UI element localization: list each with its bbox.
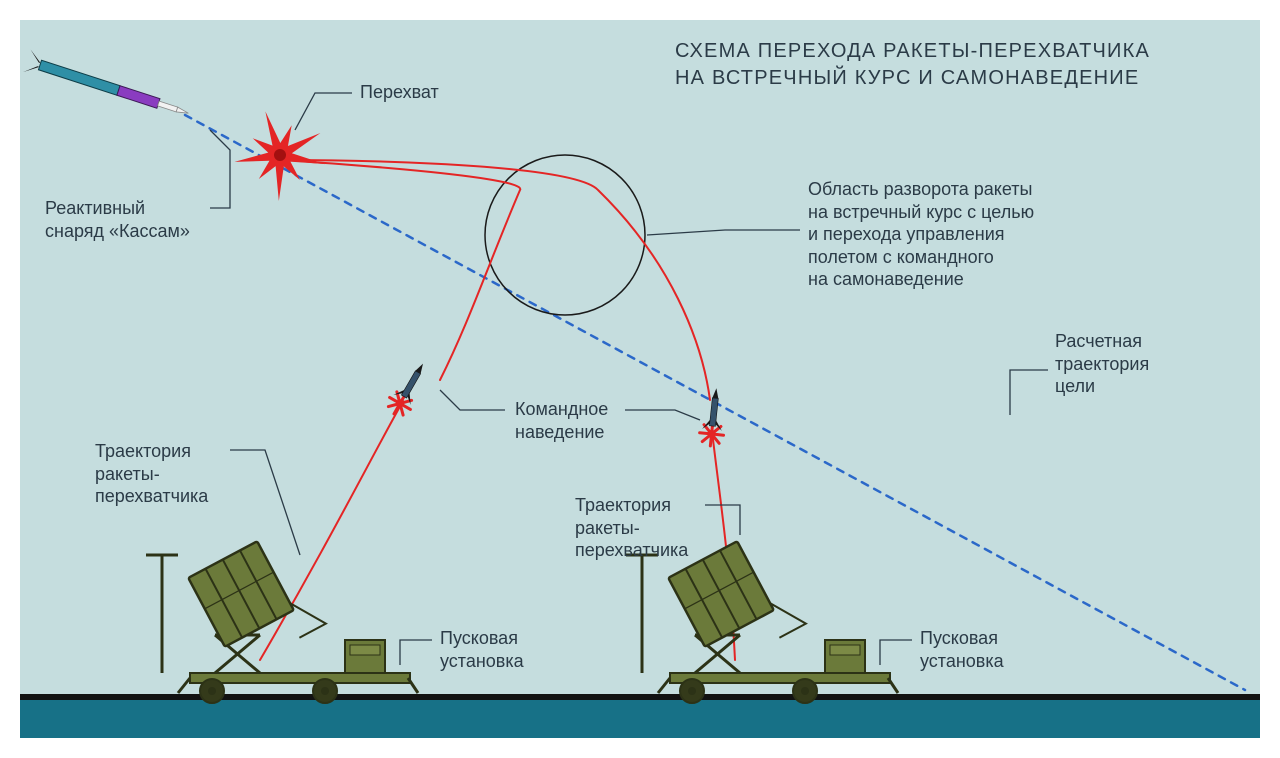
label-command-guid: Командное наведение	[515, 398, 608, 443]
diagram-title: СХЕМА ПЕРЕХОДА РАКЕТЫ-ПЕРЕХВАТЧИКА НА ВС…	[675, 38, 1150, 92]
title-line2: НА ВСТРЕЧНЫЙ КУРС И САМОНАВЕДЕНИЕ	[675, 67, 1139, 89]
label-calc-traj: Расчетная траектория цели	[1055, 330, 1149, 398]
label-traj-left: Траектория ракеты- перехватчика	[95, 440, 208, 508]
label-launcher-right: Пусковая установка	[920, 627, 1004, 672]
label-traj-right: Траектория ракеты- перехватчика	[575, 494, 688, 562]
diagram-canvas: СХЕМА ПЕРЕХОДА РАКЕТЫ-ПЕРЕХВАТЧИКА НА ВС…	[0, 0, 1280, 758]
label-launcher-left: Пусковая установка	[440, 627, 524, 672]
label-intercept: Перехват	[360, 81, 439, 104]
label-qassam: Реактивный снаряд «Кассам»	[45, 197, 190, 242]
label-turn-region: Область разворота ракеты на встречный ку…	[808, 178, 1034, 291]
title-line1: СХЕМА ПЕРЕХОДА РАКЕТЫ-ПЕРЕХВАТЧИКА	[675, 40, 1150, 62]
